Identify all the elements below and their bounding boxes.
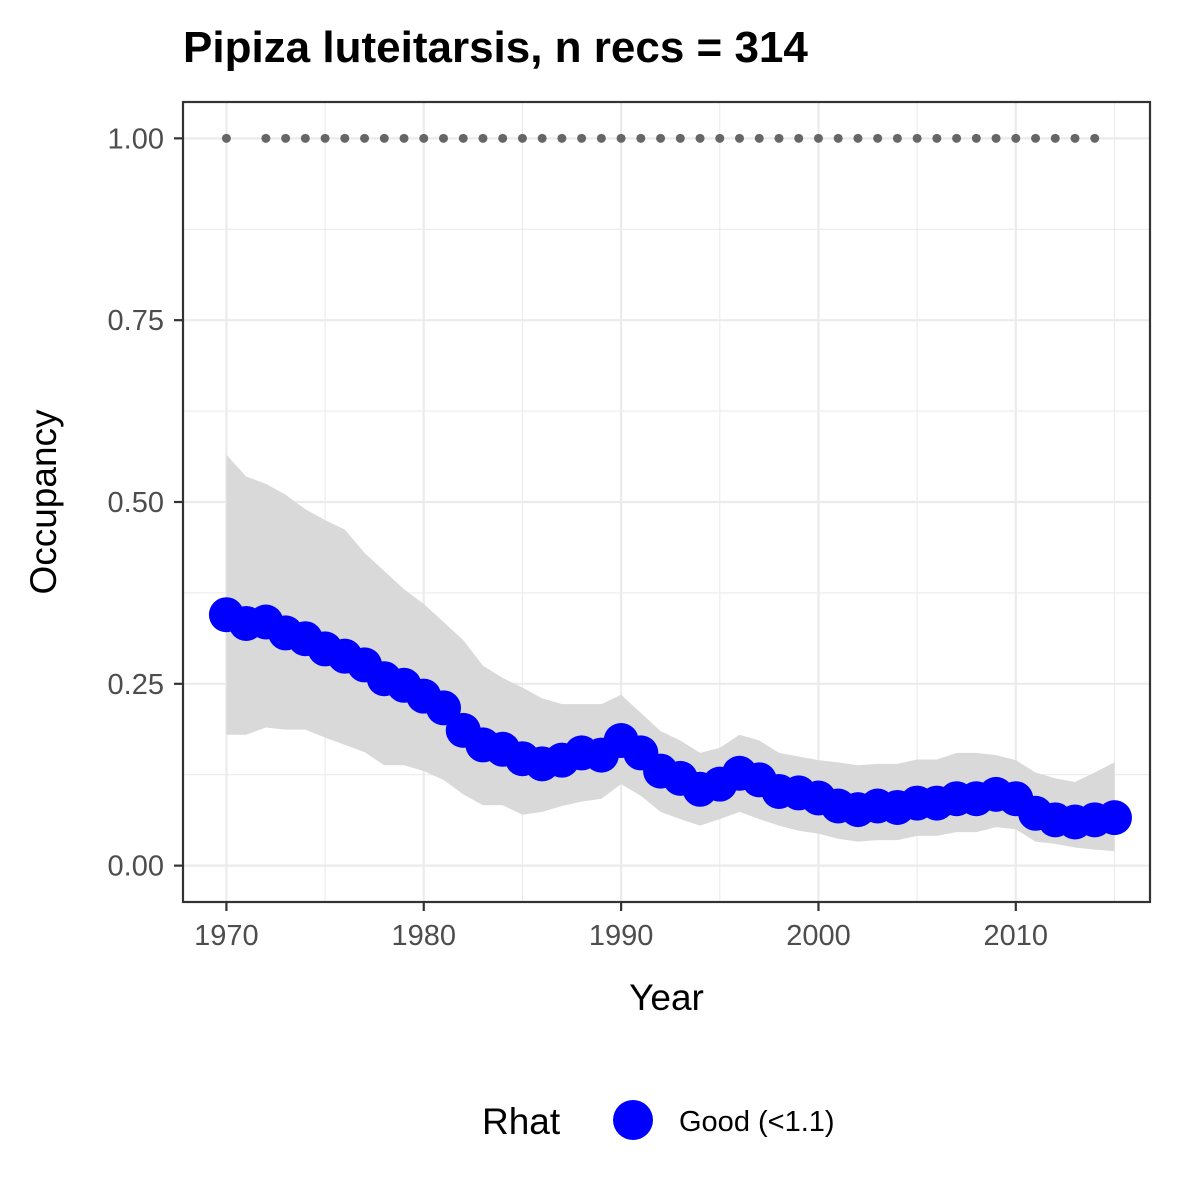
record-dot <box>300 133 310 143</box>
record-dot <box>695 133 705 143</box>
record-dot <box>636 133 646 143</box>
occupancy-points <box>208 597 1132 840</box>
legend-title: Rhat <box>482 1101 561 1142</box>
record-dot <box>478 133 488 143</box>
record-dot <box>853 133 863 143</box>
record-dot <box>577 133 587 143</box>
x-axis-title: Year <box>629 977 704 1018</box>
record-dots <box>221 133 1100 143</box>
record-dot <box>794 133 804 143</box>
record-dot <box>833 133 843 143</box>
record-dot <box>340 133 350 143</box>
record-dot <box>1070 133 1080 143</box>
record-dot <box>774 133 784 143</box>
y-tick-label: 0.00 <box>108 851 164 883</box>
record-dot <box>873 133 883 143</box>
x-tick-label: 2000 <box>786 920 851 952</box>
chart-title: Pipiza luteitarsis, n recs = 314 <box>183 23 808 72</box>
record-dot <box>952 133 962 143</box>
record-dot <box>281 133 291 143</box>
record-dot <box>932 133 942 143</box>
record-dot <box>715 133 725 143</box>
legend-key-good <box>613 1100 653 1140</box>
record-dot <box>912 133 922 143</box>
record-dot <box>320 133 330 143</box>
legend: Rhat Good (<1.1) <box>482 1100 835 1142</box>
record-dot <box>221 133 231 143</box>
record-dot <box>1090 133 1100 143</box>
record-dot <box>1031 133 1041 143</box>
record-dot <box>735 133 745 143</box>
record-dot <box>1050 133 1060 143</box>
record-dot <box>379 133 389 143</box>
record-dot <box>596 133 606 143</box>
y-tick-label: 1.00 <box>108 123 164 155</box>
y-axis: 0.00 0.25 0.50 0.75 1.00 <box>108 123 183 883</box>
y-tick-label: 0.50 <box>108 487 164 519</box>
record-dot <box>656 133 666 143</box>
occupancy-point <box>1096 800 1132 836</box>
record-dot <box>892 133 902 143</box>
y-tick-label: 0.75 <box>108 305 164 337</box>
y-axis-title: Occupancy <box>23 409 64 595</box>
record-dot <box>360 133 370 143</box>
occupancy-point <box>425 690 461 726</box>
record-dot <box>498 133 508 143</box>
record-dot <box>537 133 547 143</box>
x-tick-label: 1970 <box>194 920 259 952</box>
confidence-ribbon <box>226 454 1115 852</box>
record-dot <box>675 133 685 143</box>
record-dot <box>399 133 409 143</box>
record-dot <box>971 133 981 143</box>
x-tick-label: 1980 <box>392 920 457 952</box>
x-tick-label: 2010 <box>984 920 1049 952</box>
record-dot <box>813 133 823 143</box>
record-dot <box>261 133 271 143</box>
y-tick-label: 0.25 <box>108 669 164 701</box>
record-dot <box>754 133 764 143</box>
record-dot <box>517 133 527 143</box>
record-dot <box>438 133 448 143</box>
record-dot <box>991 133 1001 143</box>
record-dot <box>557 133 567 143</box>
x-tick-label: 1990 <box>589 920 654 952</box>
record-dot <box>616 133 626 143</box>
x-axis: 1970 1980 1990 2000 2010 <box>194 902 1048 952</box>
record-dot <box>458 133 468 143</box>
record-dot <box>419 133 429 143</box>
record-dot <box>1011 133 1021 143</box>
legend-label-good: Good (<1.1) <box>679 1106 835 1138</box>
